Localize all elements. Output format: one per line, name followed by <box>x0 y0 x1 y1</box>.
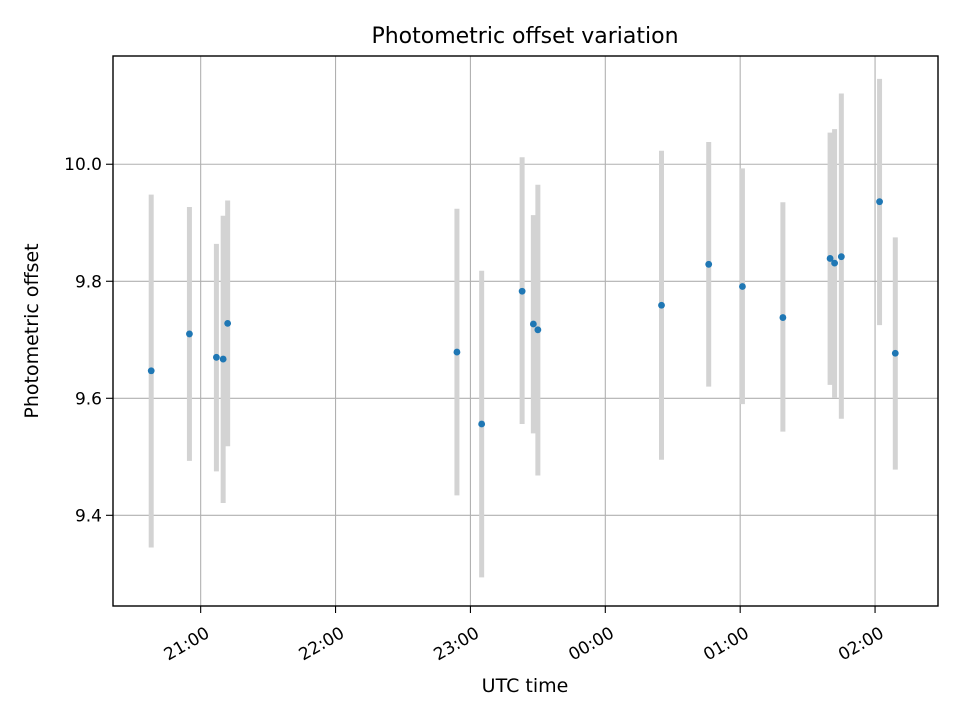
y-axis-label: Photometric offset <box>21 243 43 418</box>
y-tick-label: 9.8 <box>75 272 102 292</box>
data-point <box>891 349 899 357</box>
data-point <box>219 355 227 363</box>
data-point <box>739 283 746 290</box>
grid <box>113 56 938 606</box>
data-point <box>876 198 883 206</box>
data-points <box>147 198 899 428</box>
data-point <box>831 259 838 267</box>
data-point <box>779 314 787 321</box>
plot-frame <box>112 55 939 607</box>
data-point <box>705 260 713 268</box>
data-point <box>658 301 665 309</box>
data-point <box>213 353 220 361</box>
data-point <box>518 287 526 295</box>
y-tick-label: 9.4 <box>75 506 102 526</box>
chart-title: Photometric offset variation <box>371 24 678 49</box>
data-point <box>147 367 155 375</box>
data-point <box>478 420 486 428</box>
y-axis-ticks: 9.4 9.6 9.8 10.0 <box>64 155 113 526</box>
data-point <box>826 255 834 262</box>
data-point <box>224 319 232 327</box>
data-point <box>837 253 845 261</box>
x-axis-label: UTC time <box>482 675 569 697</box>
y-tick-label: 9.6 <box>75 389 102 409</box>
y-tick-label: 10.0 <box>64 155 102 175</box>
data-point <box>453 348 461 356</box>
data-point <box>529 320 537 328</box>
data-point <box>186 330 193 338</box>
data-point <box>534 326 542 334</box>
